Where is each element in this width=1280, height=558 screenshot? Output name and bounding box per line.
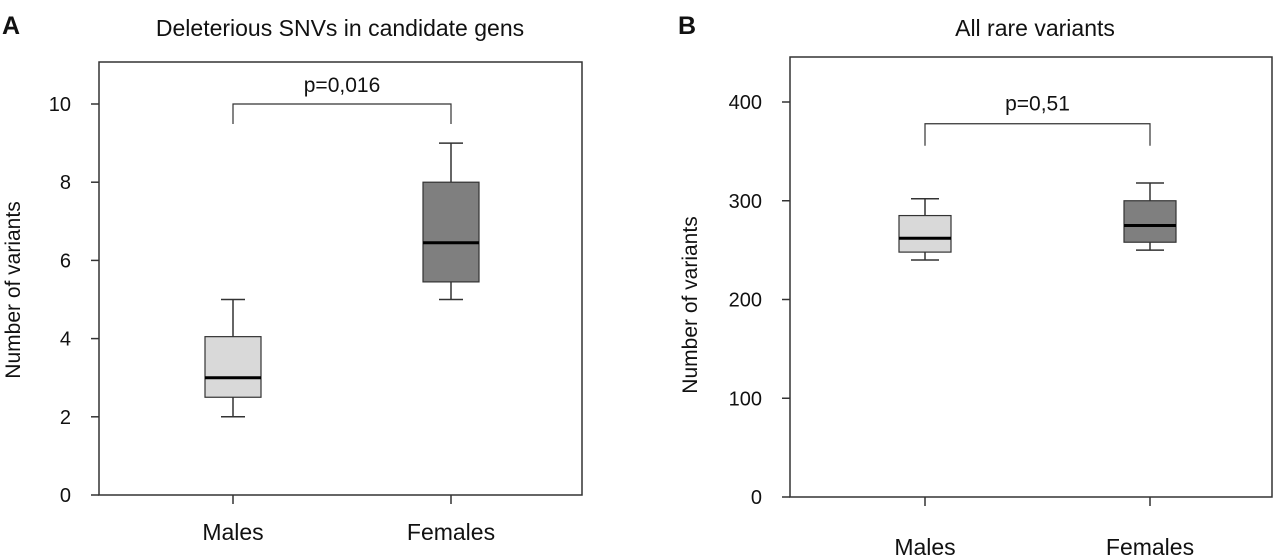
panel-b-bracket — [924, 123, 1151, 146]
panel-a-plot-frame — [98, 61, 583, 496]
panel-b-x-labels: Males Females — [894, 497, 1194, 558]
panel-b-y-tick-label: 0 — [751, 487, 762, 509]
panel-a-y-tick-label: 8 — [60, 172, 71, 194]
panel-a-significance: p=0,016 — [232, 74, 452, 124]
panel-b-significance: p=0,51 — [924, 93, 1151, 146]
panel-a-x-tick-label: Females — [407, 519, 495, 545]
panel-b-x-tick-label: Females — [1106, 534, 1194, 558]
panel-b-plot-frame — [789, 56, 1273, 498]
iqr-box — [422, 181, 480, 283]
panel-a-box-males — [204, 298, 262, 418]
panel-b-x-tick-label: Males — [894, 534, 955, 558]
panel-a-y-axis-label: Number of variants — [2, 201, 25, 378]
panel-a-bracket — [232, 103, 452, 124]
panel-a-box-females — [422, 142, 480, 301]
iqr-box — [1123, 200, 1177, 243]
panel-a-y-tick-label: 2 — [60, 407, 71, 429]
panel-b-p-value: p=0,51 — [1005, 93, 1070, 116]
panel-b-y-tick-label: 200 — [729, 290, 762, 312]
panel-b-title: All rare variants — [955, 15, 1115, 41]
panel-a: A Deleterious SNVs in candidate gens Num… — [2, 12, 583, 545]
panel-b-y-tick-label: 400 — [729, 92, 762, 114]
panel-a-p-value: p=0,016 — [304, 74, 381, 97]
panel-a-y-tick-label: 4 — [60, 329, 71, 351]
panel-b: B All rare variants Number of variants 0… — [678, 12, 1273, 558]
panel-a-y-tick-label: 6 — [60, 250, 71, 272]
panel-a-y-tick-label: 10 — [49, 94, 71, 116]
panel-b-letter: B — [678, 12, 696, 40]
iqr-box — [898, 214, 952, 253]
panel-a-y-tick-label: 0 — [60, 485, 71, 507]
panel-a-x-tick-label: Males — [202, 519, 263, 545]
panel-a-boxes — [204, 142, 480, 418]
iqr-box — [204, 336, 262, 398]
panel-b-y-tick-label: 300 — [729, 191, 762, 213]
panel-a-title: Deleterious SNVs in candidate gens — [156, 15, 524, 41]
panel-b-boxes — [898, 182, 1177, 261]
panel-b-box-females — [1123, 182, 1177, 251]
panel-a-x-labels: Males Females — [202, 495, 495, 545]
panel-a-letter: A — [2, 12, 20, 40]
panel-a-y-ticks: 0 2 4 6 8 10 — [49, 94, 99, 507]
panel-b-y-axis-label: Number of variants — [679, 216, 702, 393]
panel-b-y-tick-label: 100 — [729, 388, 762, 410]
panel-b-box-males — [898, 198, 952, 261]
panel-b-y-ticks: 0 100 200 300 400 — [729, 92, 790, 509]
